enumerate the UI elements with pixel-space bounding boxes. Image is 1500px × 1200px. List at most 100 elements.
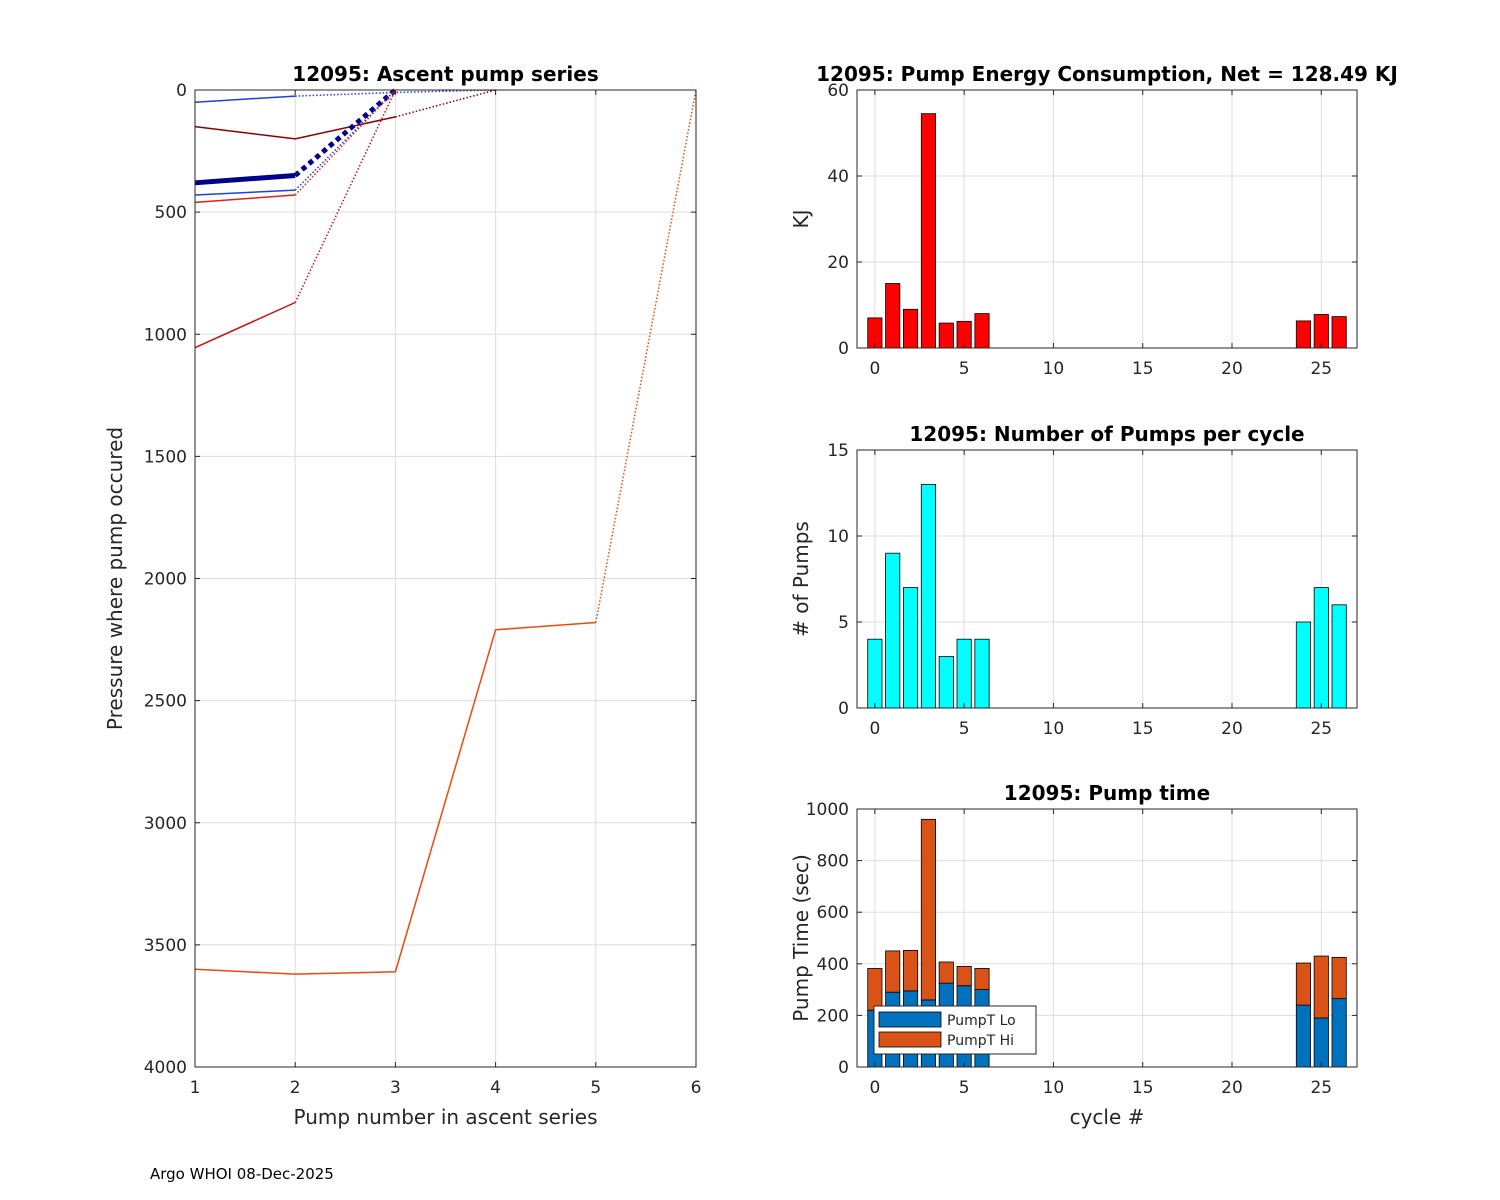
y-axis-label: KJ	[789, 209, 813, 228]
y-tick-label: 1500	[144, 447, 187, 467]
series-line-c1	[194, 95, 296, 103]
bar	[938, 322, 954, 349]
x-tick-label: 3	[390, 1078, 401, 1098]
bar	[885, 552, 901, 709]
pump-time-chart: 0 5 10 15 20 25 0 200 400 600 800 1000 12095: Pump t…	[789, 781, 1358, 1129]
series-line-c7	[194, 621, 596, 975]
series-line-dotted-c7	[595, 89, 697, 623]
series-line-c5	[194, 194, 296, 204]
y-tick-label: 200	[817, 1006, 849, 1026]
chart-title: 12095: Ascent pump series	[292, 62, 598, 86]
legend-label: PumpT Lo	[947, 1013, 1016, 1029]
bar-pumpt-hi	[1331, 956, 1347, 1000]
chart-title: 12095: Pump Energy Consumption, Net = 12…	[816, 62, 1398, 86]
y-tick-label: 5	[838, 613, 849, 633]
bar-pumpt-lo	[1313, 1017, 1329, 1068]
y-tick-label: 15	[827, 441, 849, 461]
series-line-dotted-c4	[294, 89, 396, 191]
series-line-dotted-c6	[294, 89, 397, 303]
series-line-c6	[194, 301, 296, 349]
y-tick-label: 3500	[144, 936, 187, 956]
bar	[1331, 604, 1347, 709]
y-tick-label: 1000	[144, 325, 187, 345]
y-tick-label: 10	[827, 527, 849, 547]
bar	[1295, 320, 1311, 349]
x-tick-label: 5	[959, 1078, 970, 1098]
x-tick-label: 10	[1043, 359, 1065, 379]
bar	[920, 483, 936, 709]
axes-box	[856, 449, 1358, 709]
series-line-dotted-c2	[395, 89, 496, 118]
y-tick-label: 0	[176, 81, 187, 101]
bar-pumpt-lo	[1331, 998, 1347, 1068]
chart-title: 12095: Number of Pumps per cycle	[909, 422, 1304, 446]
bar-pumpt-lo	[1295, 1004, 1311, 1068]
y-tick-label: 20	[827, 253, 849, 273]
x-tick-label: 20	[1221, 719, 1243, 739]
y-tick-label: 600	[817, 903, 849, 923]
bar	[1313, 587, 1329, 709]
bar	[938, 656, 954, 709]
x-tick-label: 15	[1132, 719, 1154, 739]
x-axis-label: cycle #	[1070, 1105, 1145, 1129]
bar	[920, 113, 936, 349]
pumps-per-cycle-chart: 0 5 10 15 20 25 0 5 10 15 12095: Number of Pumps p…	[789, 422, 1358, 739]
x-tick-label: 1	[190, 1078, 201, 1098]
bar	[903, 308, 919, 349]
bar-pumpt-hi	[938, 961, 954, 984]
x-tick-label: 4	[490, 1078, 501, 1098]
bar-pumpt-hi	[974, 968, 990, 990]
chart-title: 12095: Pump time	[1004, 781, 1210, 805]
bar-pumpt-hi	[885, 950, 901, 993]
y-axis-label: Pump Time (sec)	[789, 854, 813, 1022]
x-tick-label: 10	[1043, 1078, 1065, 1098]
bar	[974, 313, 990, 349]
bar-pumpt-hi	[1295, 962, 1311, 1006]
x-tick-label: 25	[1310, 1078, 1332, 1098]
x-tick-label: 5	[590, 1078, 601, 1098]
bar	[1295, 621, 1311, 709]
x-tick-label: 20	[1221, 1078, 1243, 1098]
series-line-dotted-c5	[294, 89, 396, 196]
axes-box	[856, 89, 1358, 349]
y-tick-label: 0	[838, 339, 849, 359]
x-tick-label: 0	[869, 359, 880, 379]
y-tick-label: 0	[838, 1058, 849, 1078]
y-axis-label: Pressure where pump occured	[103, 427, 127, 730]
bar-pumpt-hi	[1313, 955, 1329, 1019]
y-tick-label: 40	[827, 167, 849, 187]
y-tick-label: 3000	[144, 814, 187, 834]
legend-swatch	[878, 1031, 942, 1048]
y-tick-label: 500	[155, 203, 187, 223]
x-tick-label: 5	[959, 719, 970, 739]
x-tick-label: 0	[869, 719, 880, 739]
axes-box	[856, 808, 1358, 1068]
x-tick-label: 2	[290, 1078, 301, 1098]
bar	[885, 283, 901, 349]
footer-note: Argo WHOI 08-Dec-2025	[150, 1165, 334, 1183]
bar	[1313, 314, 1329, 349]
bar	[903, 587, 919, 709]
y-tick-label: 2500	[144, 692, 187, 712]
y-tick-label: 4000	[144, 1058, 187, 1078]
y-axis-label: # of Pumps	[789, 521, 813, 637]
x-tick-label: 6	[691, 1078, 702, 1098]
bar	[956, 638, 972, 709]
y-tick-label: 400	[817, 955, 849, 975]
x-tick-label: 5	[959, 359, 970, 379]
series-line-c2	[194, 116, 396, 140]
y-tick-label: 0	[838, 699, 849, 719]
x-tick-label: 25	[1310, 359, 1332, 379]
bar-pumpt-hi	[903, 949, 919, 992]
bar	[974, 638, 990, 709]
ascent-pump-series-chart: 1 2 3 4 5 6 0 500 1000 1500 2000 2500 3000 3500 4000 12…	[103, 62, 701, 1129]
x-tick-label: 25	[1310, 719, 1332, 739]
y-tick-label: 2000	[144, 570, 187, 590]
y-tick-label: 1000	[806, 800, 849, 820]
legend-swatch	[878, 1011, 942, 1028]
x-axis-label: Pump number in ascent series	[293, 1105, 597, 1129]
x-tick-label: 0	[869, 1078, 880, 1098]
y-tick-label: 60	[827, 81, 849, 101]
